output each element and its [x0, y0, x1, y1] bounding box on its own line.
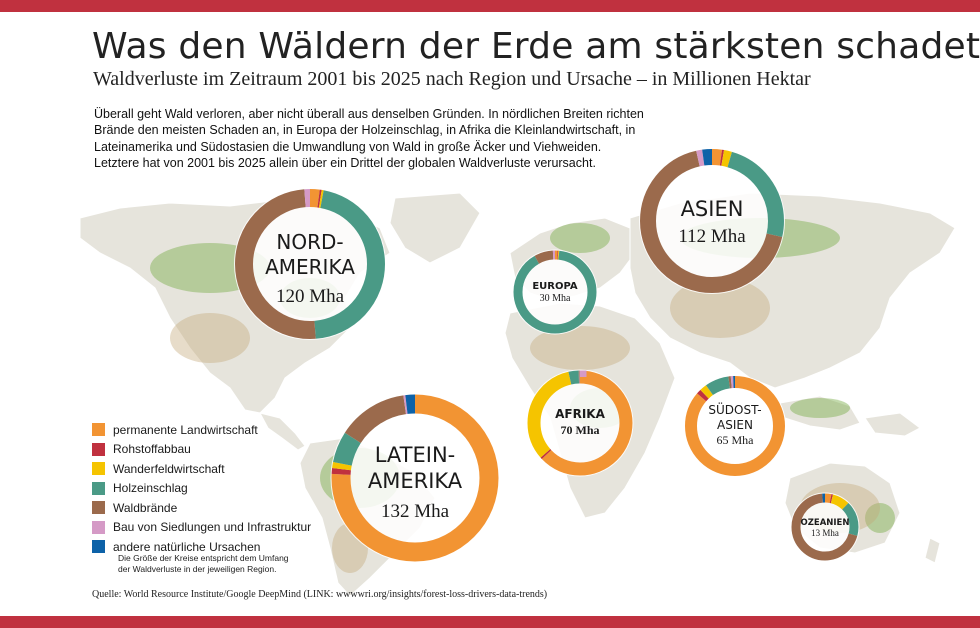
intro-line: Brände den meisten Schaden an, in Europa…	[94, 123, 636, 138]
donut-north-america-name-2: AMERIKA	[265, 255, 355, 279]
donut-africa-total: 70 Mha	[561, 423, 600, 437]
donut-africa-name: AFRIKA	[555, 407, 605, 421]
donut-oceania: OZEANIEN 13 Mha	[790, 492, 860, 562]
legend-swatch	[92, 481, 105, 495]
donut-africa: AFRIKA 70 Mha	[526, 369, 634, 477]
note-line: der Waldverluste in der jeweiligen Regio…	[118, 564, 277, 574]
donut-asia: ASIEN 112 Mha	[639, 148, 785, 294]
donut-segment-shifting-agriculture	[527, 370, 633, 476]
page-subtitle: Waldverluste im Zeitraum 2001 bis 2025 n…	[93, 68, 811, 90]
intro-line: Überall geht Wald verloren, aber nicht ü…	[94, 107, 644, 121]
donut-segment-other-natural-causes	[685, 376, 785, 476]
donut-segment-wildfires	[640, 149, 784, 293]
legend-swatch	[92, 501, 105, 515]
donut-asia-name: ASIEN	[681, 197, 744, 221]
donut-background	[512, 249, 598, 335]
legend-label: Bau von Siedlungen und Infrastruktur	[113, 520, 312, 535]
donut-segment-other-natural-causes	[791, 493, 859, 561]
top-frame-bar	[0, 0, 980, 12]
donut-segment-other-natural-causes	[640, 149, 784, 293]
legend-label: Waldbrände	[113, 500, 178, 515]
donut-north-america-name-1: NORD-	[276, 230, 343, 254]
legend-item-logging: Holzeinschlag	[92, 479, 352, 499]
donut-europe-total: 30 Mha	[540, 293, 571, 304]
legend-swatch	[92, 462, 105, 476]
donut-segment-logging	[235, 189, 385, 339]
donut-background	[684, 375, 786, 477]
intro-line: Lateinamerika und Südostasien die Umwand…	[94, 139, 602, 154]
donut-asia-total: 112 Mha	[678, 226, 746, 247]
donut-southeast-asia: SÜDOST- ASIEN 65 Mha	[684, 375, 786, 477]
legend-swatch	[92, 540, 105, 554]
source-line: Quelle: World Resource Institute/Google …	[92, 589, 548, 600]
page-title: Was den Wäldern der Erde am stärksten sc…	[92, 26, 980, 67]
donut-europe: EUROPA 30 Mha	[512, 249, 598, 335]
legend-label: Rohstoffabbau	[113, 442, 191, 457]
legend-item-settlements-infrastructure: Bau von Siedlungen und Infrastruktur	[92, 518, 352, 538]
legend-swatch	[92, 520, 105, 534]
donut-segment-wildfires	[791, 493, 859, 561]
legend-item-other-natural-causes: andere natürliche Ursachen	[92, 537, 352, 557]
chart-legend: permanente Landwirtschaft Rohstoffabbau …	[92, 420, 352, 557]
legend-swatch	[92, 423, 105, 437]
donut-segment-wildfires	[235, 189, 385, 339]
donut-background	[330, 393, 500, 563]
intro-text: Überall geht Wald verloren, aber nicht ü…	[94, 106, 694, 172]
donut-segment-other-natural-causes	[331, 394, 499, 562]
donut-southeast-asia-total: 65 Mha	[717, 433, 755, 447]
donut-segment-logging	[640, 149, 784, 293]
donut-latin-america: LATEIN- AMERIKA 132 Mha	[330, 393, 500, 563]
donut-southeast-asia-name-2: ASIEN	[717, 418, 753, 432]
legend-label: permanente Landwirtschaft	[113, 422, 258, 437]
donut-background	[526, 369, 634, 477]
circle-size-note: Die Größe der Kreise entspricht dem Umfa…	[118, 553, 289, 575]
donut-oceania-name: OZEANIEN	[801, 518, 850, 528]
donut-segment-settlements-infrastructure	[527, 370, 633, 476]
donut-southeast-asia-name-1: SÜDOST-	[708, 401, 761, 417]
donut-background	[790, 492, 860, 562]
donut-segment-logging	[791, 493, 859, 561]
legend-item-mining: Rohstoffabbau	[92, 440, 352, 460]
donut-north-america-total: 120 Mha	[276, 286, 345, 307]
donut-europe-name: EUROPA	[532, 281, 578, 292]
donut-segment-settlements-infrastructure	[235, 189, 385, 339]
legend-item-wildfires: Waldbrände	[92, 498, 352, 518]
legend-swatch	[92, 442, 105, 456]
legend-label: Wanderfeldwirtschaft	[113, 461, 225, 476]
legend-label: Holzeinschlag	[113, 481, 188, 496]
donut-background	[639, 148, 785, 294]
donut-oceania-total: 13 Mha	[811, 528, 839, 538]
legend-item-permanent-agriculture: permanente Landwirtschaft	[92, 420, 352, 440]
donut-background	[234, 188, 386, 340]
donut-north-america: NORD- AMERIKA 120 Mha	[234, 188, 386, 340]
intro-line: Letztere hat von 2001 bis 2025 allein üb…	[94, 156, 596, 171]
donut-segment-logging	[513, 250, 597, 334]
note-line: Die Größe der Kreise entspricht dem Umfa…	[118, 553, 289, 563]
donut-latin-america-name-2: AMERIKA	[368, 469, 463, 493]
donut-latin-america-name-1: LATEIN-	[375, 443, 456, 467]
legend-item-shifting-agriculture: Wanderfeldwirtschaft	[92, 459, 352, 479]
legend-label: andere natürliche Ursachen	[113, 539, 261, 554]
donut-segment-settlements-infrastructure	[513, 250, 597, 334]
donut-latin-america-total: 132 Mha	[381, 501, 450, 522]
bottom-frame-bar	[0, 616, 980, 628]
